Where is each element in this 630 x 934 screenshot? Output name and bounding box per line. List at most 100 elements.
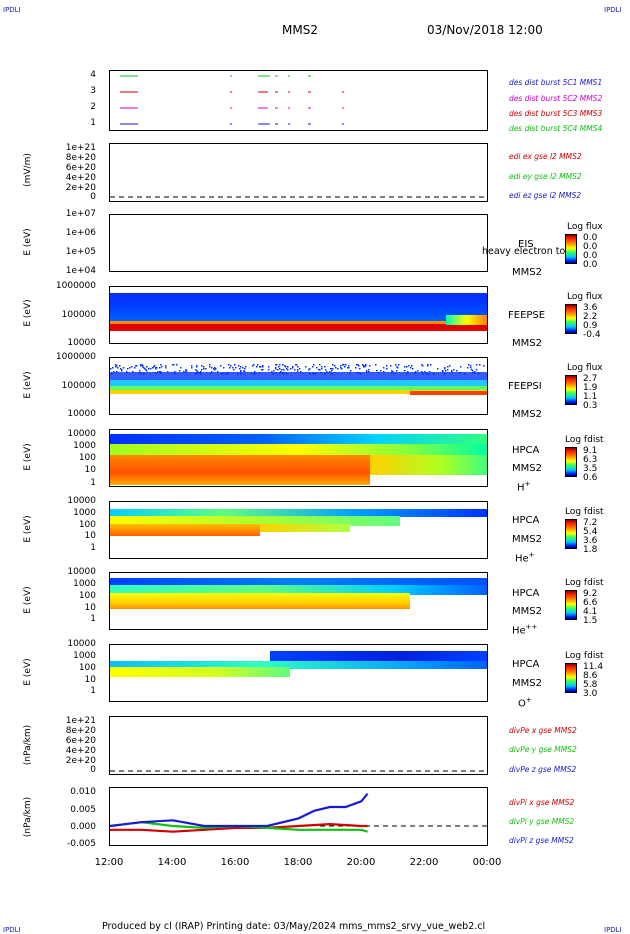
- feepsi-speckle: [295, 364, 297, 366]
- feepsi-speckle: [391, 372, 393, 374]
- feepsi-speckle: [479, 364, 481, 366]
- feepsi-speckle: [287, 369, 289, 371]
- hpca-o-species-charge: +: [525, 696, 532, 704]
- feepsi-speckle: [369, 365, 371, 367]
- feepsi-speckle: [244, 368, 246, 370]
- feepsi-speckle: [365, 365, 367, 367]
- feepsi-speckle: [230, 365, 232, 367]
- feepsi-speckle: [275, 364, 277, 366]
- feepsi-speckle: [252, 373, 254, 375]
- feepsi-speckle: [240, 370, 242, 372]
- divpe-label-z: divPe z gse MMS2: [509, 765, 577, 774]
- feepsi-speckle: [422, 373, 424, 375]
- feepsi-speckle: [324, 366, 326, 368]
- feepsi-speckle: [284, 365, 286, 367]
- divpi-ylabel: (nPa/km): [23, 796, 33, 838]
- feepsi-speckle: [200, 371, 202, 373]
- feepsi-speckle: [140, 364, 142, 366]
- feepsi-speckle: [437, 368, 439, 370]
- hpca-o-cb-val: 3.0: [583, 689, 598, 699]
- feepsi-speckle: [143, 367, 145, 369]
- feepsi-speckle: [220, 365, 222, 367]
- feepsi-speckle: [279, 364, 281, 366]
- hpca-o-colorbar-title: Log fdist: [565, 651, 604, 661]
- feepsi-speckle: [278, 366, 280, 368]
- feepsi-speckle: [196, 372, 198, 374]
- feepsi-speckle: [312, 366, 314, 368]
- hpca-he-species: He+: [515, 551, 535, 564]
- feepsi-speckle: [179, 370, 181, 372]
- feepsi-speckle: [200, 373, 202, 375]
- feepsi-speckle: [243, 370, 245, 372]
- feepsi-speckle: [348, 365, 350, 367]
- hpca-he2-colorbar-title: Log fdist: [565, 578, 604, 588]
- feepsi-speckle: [176, 364, 178, 366]
- hpca-he2-cb-val: 6.6: [583, 598, 598, 608]
- hpca-o-colorbar: [565, 663, 577, 693]
- divpe-ytick: 2e+20: [65, 756, 96, 766]
- feepsi-speckle: [139, 370, 141, 372]
- hpca-o-cb-val: 11.4: [583, 662, 604, 672]
- feepsi-speckle: [196, 370, 198, 372]
- feepsi-speckle: [300, 371, 302, 373]
- feepsi-speckle: [275, 372, 277, 374]
- feepsi-speckle: [120, 368, 122, 370]
- feepsi-speckle: [223, 367, 225, 369]
- feepsi-speckle: [145, 369, 147, 371]
- feepsi-speckle: [429, 371, 431, 373]
- feepsi-speckle: [129, 367, 131, 369]
- hpca-he-ytick: 100: [78, 520, 96, 530]
- feepsi-speckle: [131, 366, 133, 368]
- eis-ytick: 1e+05: [65, 247, 96, 257]
- feepsi-speckle: [332, 368, 334, 370]
- feepsi-speckle: [397, 367, 399, 369]
- feepsi-speckle: [444, 368, 446, 370]
- feepsi-speckle: [174, 373, 176, 375]
- feepsi-speckle: [245, 366, 247, 368]
- feepsi-speckle: [468, 364, 470, 366]
- feepsi-speckle: [165, 365, 167, 367]
- eis-cb-val: 0.0: [583, 260, 598, 270]
- feepsi-speckle: [445, 370, 447, 372]
- eis-overlay-text: heavy electron to: [482, 246, 566, 257]
- feepsi-speckle: [165, 367, 167, 369]
- feepsi-speckle: [228, 364, 230, 366]
- divpi-ytick: -0.005: [66, 839, 96, 849]
- feepsi-speckle: [276, 364, 278, 366]
- burst-label-mms3: des dist burst 5C3 MMS3: [509, 109, 603, 118]
- feepsi-speckle: [167, 371, 169, 373]
- feepsi-speckle: [134, 367, 136, 369]
- feepse-ytick: 10000: [67, 338, 96, 348]
- feepsi-speckle: [282, 364, 284, 366]
- feepsi-speckle: [344, 366, 346, 368]
- hpca-he2-ylabel: E (eV): [23, 586, 33, 614]
- feepsi-speckle: [406, 373, 408, 375]
- hpca-o-cb-val: 5.8: [583, 680, 598, 690]
- hpca-h-cb-val: 9.1: [583, 446, 598, 456]
- feepsi-speckle: [320, 372, 322, 374]
- feepsi-speckle: [330, 368, 332, 370]
- hpca-he-cb-val: 7.2: [583, 518, 598, 528]
- hpca-he-band-low-late: [260, 524, 350, 532]
- feepsi-speckle: [378, 372, 380, 374]
- feepsi-speckle: [329, 371, 331, 373]
- edi-ytick: 1e+21: [65, 143, 96, 153]
- feepse-spectrogram-orange: [110, 321, 487, 324]
- hpca-o-ylabel: E (eV): [23, 658, 33, 686]
- feepsi-speckle: [392, 371, 394, 373]
- burst-plot: [120, 75, 344, 125]
- feepsi-speckle: [150, 368, 152, 370]
- hpca-he-band-high: [110, 509, 487, 517]
- hpca-h-instrument: HPCA: [512, 445, 540, 456]
- feepsi-speckle: [325, 369, 327, 371]
- feepsi-speckle: [287, 366, 289, 368]
- hpca-he2-colorbar: [565, 590, 577, 620]
- feepsi-speckle: [340, 365, 342, 367]
- feepsi-speckle: [309, 368, 311, 370]
- feepsi-speckle: [239, 368, 241, 370]
- feepse-spectrogram-late-rise: [446, 315, 487, 325]
- feepsi-speckle: [313, 364, 315, 366]
- eis-spacecraft: MMS2: [512, 267, 542, 278]
- divpi-ytick: 0.005: [70, 805, 96, 815]
- hpca-he-colorbar-title: Log fdist: [565, 507, 604, 517]
